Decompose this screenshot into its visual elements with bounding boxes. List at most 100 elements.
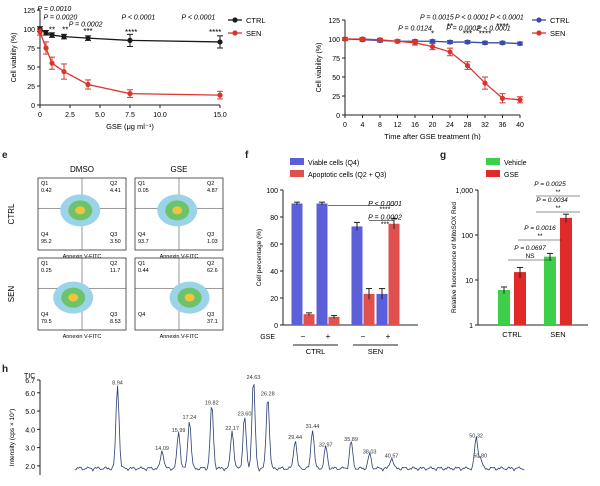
quadrant-label: Q2 [110, 181, 117, 187]
y-tick-label: 100 [328, 37, 340, 44]
y-tick-label: 125 [328, 18, 340, 25]
bar-apoptotic-cells-q2-q3- [363, 293, 375, 325]
column-header: GSE [171, 165, 188, 174]
peak-label: 8.94 [112, 380, 123, 386]
y-tick-label: 100 [23, 27, 35, 34]
group-label: CTRL [502, 330, 522, 339]
x-tick-label: 7.5 [125, 112, 135, 119]
significance-annotation: **** [380, 207, 391, 214]
significance-annotation: P = 0.0025 [534, 181, 566, 188]
legend-label: CTRL [550, 16, 570, 25]
quadrant-label: Q3 [207, 312, 214, 318]
peak-label: 19.82 [205, 400, 219, 406]
y-tick-label: 6.7 [25, 378, 35, 385]
peak-label: 38.03 [363, 450, 377, 456]
y-axis-label: Intensity (cps × 10⁷) [9, 409, 16, 466]
y-tick-label: 75 [27, 46, 35, 53]
data-point-sen [49, 60, 55, 66]
data-point-sen [43, 45, 49, 51]
quadrant-label: Q4 [138, 312, 145, 318]
tic-chromatogram: 2.0 3.0 4.0 5.0 6.0 6.7 Intensity (cps × 10⁷) T… [9, 373, 525, 475]
panel-g: g 1 10 100 1,000 Relative fluorescence of Mi… [440, 150, 600, 355]
row-header: SEN [7, 286, 16, 303]
row-header: CTRL [7, 203, 16, 224]
bar-apoptotic-cells-q2-q3- [303, 314, 315, 325]
x-tick-label: 2.5 [65, 112, 75, 119]
peak-label: 31.44 [306, 424, 320, 430]
legend-label: Viable cells (Q4) [308, 160, 359, 167]
data-point-ctrl [61, 34, 67, 40]
quadrant-label: 0.25 [41, 268, 52, 274]
chart-viability-time: 0 25 50 75 100 125 0 4 8 12 16 20 24 28 32 36 40 Time aft… [316, 15, 570, 140]
gse-indicator: − [301, 332, 306, 341]
quadrant-label: Q4 [41, 232, 48, 238]
data-point-ctrl [499, 40, 506, 46]
significance-annotation: P < 0.0001 [368, 201, 402, 208]
legend-marker [232, 17, 238, 23]
data-point-sen [217, 92, 223, 98]
significance-annotation: P = 0.0124 [398, 25, 432, 32]
panel-f: f 0 20 40 60 80 100 Cell percentage (%) Viable … [245, 150, 430, 356]
y-tick-label: 20 [270, 296, 278, 303]
x-axis-label: Annexin V-FITC [63, 254, 102, 260]
quadrant-label: 0.42 [41, 188, 52, 194]
data-point-ctrl [85, 35, 91, 41]
quadrant-label: 0.05 [138, 188, 149, 194]
x-axis-label: Annexin V-FITC [160, 334, 199, 340]
x-axis-label: Time after GSE treatment (h) [384, 132, 481, 140]
quadrant-label: 0.44 [138, 268, 149, 274]
quadrant-label: 11.7 [110, 268, 120, 274]
y-axis-label: Relative fluorescence of MitoSOX Red [451, 202, 458, 313]
legend-label: CTRL [246, 16, 266, 25]
cell-cluster-core [75, 206, 86, 215]
quadrant-label: 4.87 [207, 188, 218, 194]
data-point-sen [429, 44, 436, 50]
significance-annotation: ** [62, 26, 68, 35]
y-tick-label: 25 [27, 84, 35, 91]
chart-title: TIC [24, 373, 35, 380]
quadrant-label: Q1 [138, 261, 145, 267]
significance-annotation: P < 0.0001 [455, 15, 489, 22]
significance-annotation: **** [496, 22, 508, 31]
y-tick-label: 5.0 [25, 409, 35, 416]
x-axis-label: GSE (μg ml⁻¹) [106, 122, 154, 131]
quadrant-label: 95.2 [41, 239, 52, 245]
significance-annotation: P < 0.0001 [122, 15, 156, 22]
data-point-ctrl [49, 32, 55, 38]
x-tick-label: 16 [411, 122, 419, 129]
significance-annotation: *** [83, 27, 92, 36]
y-tick-label: 1,000 [455, 188, 473, 195]
cell-percentage-chart: 0 20 40 60 80 100 Cell percentage (%) Viable ce… [256, 158, 418, 356]
bar-gse [560, 217, 572, 325]
significance-annotation: P = 0.0010 [38, 6, 72, 13]
quadrant-label: Q3 [207, 232, 214, 238]
significance-annotation: P = 0.0002 [368, 215, 402, 222]
significance-annotation: P = 0.0015 [420, 15, 454, 22]
quadrant-label: Q2 [207, 261, 214, 267]
mitosox-chart: 1 10 100 1,000 Relative fluorescence of Mito… [451, 158, 588, 339]
y-axis-label: Cell viability (%) [11, 33, 18, 83]
y-tick-label: 50 [27, 65, 35, 72]
data-point-sen [342, 36, 348, 42]
peak-label: 24.63 [247, 375, 261, 381]
y-tick-label: 100 [461, 233, 473, 240]
x-tick-label: 36 [499, 122, 507, 129]
x-tick-label: 28 [464, 122, 472, 129]
legend-marker [536, 17, 542, 23]
significance-annotation: * [431, 29, 434, 38]
data-point-ctrl [517, 40, 523, 47]
data-point-sen [412, 40, 418, 46]
y-tick-label: 3.0 [25, 446, 35, 453]
y-tick-label: 25 [332, 94, 340, 101]
y-tick-label: 40 [270, 269, 278, 276]
data-point-ctrl [482, 40, 488, 46]
legend-swatch [486, 170, 500, 177]
x-tick-label: 40 [516, 122, 524, 129]
peak-label: 15.99 [172, 428, 186, 434]
data-point-ctrl [217, 39, 223, 45]
significance-annotation: P = 0.0034 [536, 197, 568, 204]
bar-viable-cells-q4- [376, 293, 388, 325]
gse-row-label: GSE [260, 334, 275, 341]
gse-indicator: + [386, 332, 391, 341]
legend-swatch [290, 158, 304, 165]
